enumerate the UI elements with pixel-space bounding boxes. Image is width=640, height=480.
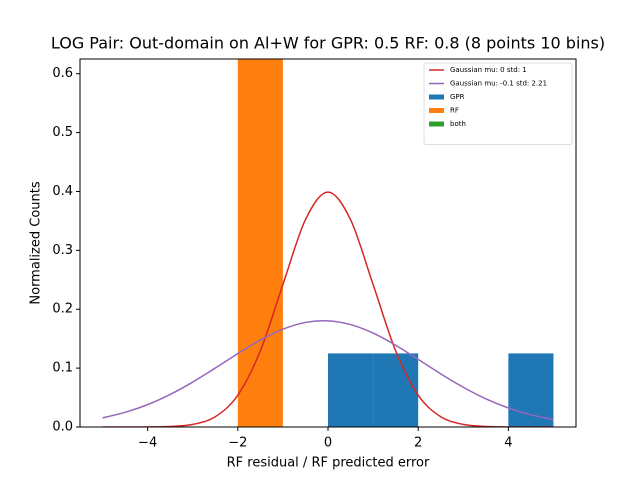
bar [508,353,554,427]
x-tick-label: −2 [228,436,247,451]
legend-box [423,62,573,145]
legend-label: both [450,120,466,128]
line-series [102,319,554,421]
bar [373,353,419,427]
x-tick-label: 4 [504,436,512,451]
legend-label: RF [450,107,459,115]
x-tick-label: 0 [324,436,332,451]
legend-swatch [429,108,444,113]
y-tick-label: 0.6 [52,66,73,81]
y-axis-label: Normalized Counts [29,181,44,304]
legend-label: Gaussian mu: 0 std: 1 [450,66,527,74]
bar [237,59,283,427]
x-tick-label: 2 [414,436,422,451]
plot-area [102,59,554,427]
legend-label: GPR [450,93,465,101]
bar [328,353,374,427]
x-axis-label: RF residual / RF predicted error [227,456,430,471]
chart-title: LOG Pair: Out-domain on Al+W for GPR: 0.… [51,34,605,53]
y-tick-label: 0.2 [52,302,73,317]
y-tick-label: 0.1 [52,361,73,376]
legend-swatch [429,121,444,127]
y-tick-label: 0.0 [52,420,73,435]
y-tick-label: 0.4 [52,184,73,199]
y-tick-label: 0.5 [52,125,73,140]
legend-label: Gaussian mu: -0.1 std: 2.21 [450,80,547,88]
line-series [102,191,554,427]
legend-swatch [429,94,444,100]
x-tick-label: −4 [138,436,157,451]
y-tick-label: 0.3 [52,243,73,258]
